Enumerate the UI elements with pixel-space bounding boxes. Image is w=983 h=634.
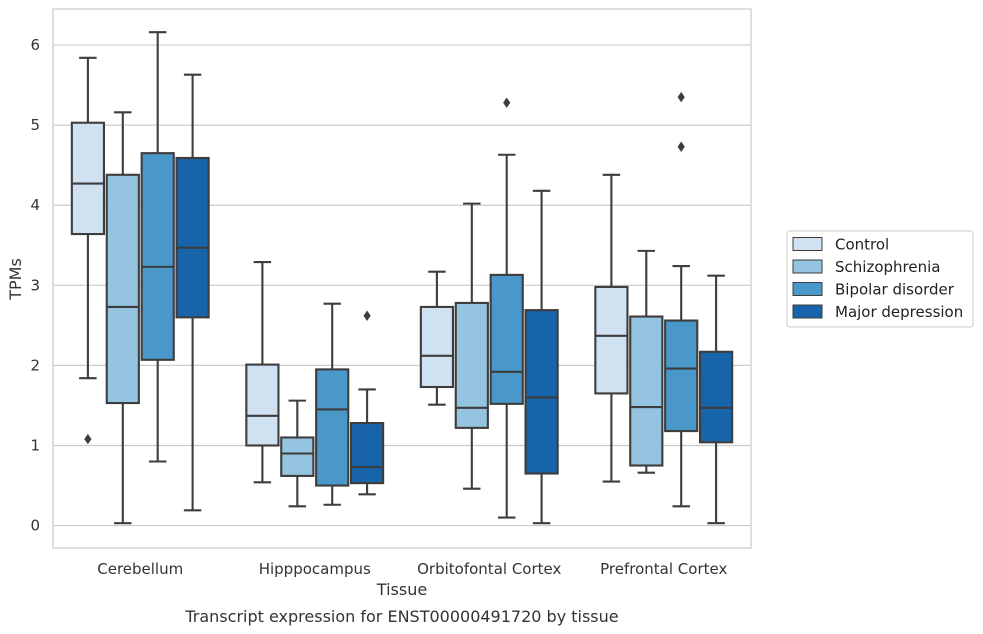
box-plot-item (280, 399, 315, 508)
legend-label: Control (835, 236, 889, 254)
legend-frame (786, 230, 974, 328)
x-tick-label: Prefrontal Cortex (600, 560, 727, 578)
y-tick-label: 2 (30, 356, 40, 374)
legend-label: Bipolar disorder (835, 281, 955, 299)
box (454, 301, 489, 429)
outlier-point (84, 433, 92, 445)
legend-swatch (792, 304, 823, 319)
box-plot-item (349, 310, 385, 496)
box-plot-item (175, 73, 210, 512)
chart-caption: Transcript expression for ENST0000049172… (184, 607, 618, 626)
y-tick-label: 6 (30, 36, 40, 54)
y-tick-label: 0 (30, 517, 40, 535)
y-tick-label: 5 (30, 116, 40, 134)
box-plot-item (664, 91, 699, 508)
box (629, 315, 664, 467)
box-plot-item (245, 261, 280, 484)
box-plot-item (594, 173, 629, 483)
box-plot-item (629, 249, 664, 474)
box (698, 350, 734, 444)
y-tick-label: 3 (30, 276, 40, 294)
box (105, 173, 140, 405)
box (419, 305, 455, 389)
box (664, 319, 699, 433)
outlier-point (677, 141, 685, 152)
box (70, 121, 106, 236)
box-plot-item (105, 111, 140, 525)
box (280, 436, 315, 477)
box (594, 285, 629, 395)
box (524, 309, 559, 475)
box (175, 156, 210, 319)
ticks: 0 1 2 3 4 5 6 Cerebellum Hipppocampus Orbitofonta… (30, 36, 727, 578)
x-tick-label: Hipppocampus (259, 560, 371, 578)
box-plot-item (489, 97, 524, 519)
box-plot-item (698, 274, 734, 525)
y-tick-label: 4 (30, 196, 40, 214)
legend: Control Schizophrenia Bipolar disorder Majo… (786, 230, 974, 328)
x-tick-label: Cerebellum (97, 560, 183, 578)
outlier-point (677, 91, 685, 103)
box (245, 363, 280, 447)
y-tick-label: 1 (30, 436, 40, 454)
legend-label: Schizophrenia (835, 258, 940, 276)
box (349, 422, 385, 485)
box-plot-item (419, 270, 455, 406)
outlier-point (503, 97, 511, 108)
box-plot-item (70, 56, 106, 445)
x-axis-title: Tissue (376, 580, 427, 599)
box (489, 273, 524, 405)
legend-swatch (792, 259, 823, 274)
box (315, 368, 350, 487)
legend-label: Major depression (835, 303, 963, 321)
x-tick-label: Orbitofontal Cortex (417, 560, 561, 578)
outlier-point (363, 310, 371, 321)
box-plot-item (140, 31, 175, 463)
boxes (70, 31, 734, 525)
legend-swatch (792, 237, 823, 251)
box-plot-item (315, 302, 350, 506)
box-plot-item (524, 189, 559, 525)
box (140, 152, 175, 361)
y-axis-title: TPMs (6, 258, 25, 301)
legend-swatch (792, 282, 823, 296)
plot-area-frame (52, 8, 752, 549)
box-plot-item (454, 202, 489, 490)
